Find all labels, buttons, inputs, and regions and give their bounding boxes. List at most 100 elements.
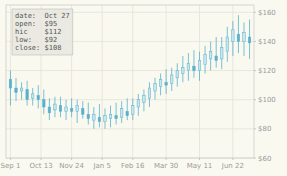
candle-body [48, 107, 51, 113]
candle-body [193, 66, 196, 70]
candle-body [109, 114, 112, 118]
candle-wick [243, 22, 244, 56]
candle-body [182, 68, 185, 74]
tick-mark [71, 158, 72, 160]
candle-wick [177, 63, 178, 86]
candle-body [198, 60, 201, 70]
y-tick-label: $160 [258, 9, 276, 17]
candle-body [54, 104, 57, 110]
y-tick-label: $60 [258, 155, 271, 163]
candle-body [232, 30, 235, 42]
grid-line [132, 5, 133, 158]
candle-wick [171, 68, 172, 91]
candle-body [159, 79, 162, 86]
candle-body [98, 117, 101, 121]
candle-wick [60, 97, 61, 117]
candle-wick [127, 98, 128, 120]
tooltip-line: close: $108 [15, 44, 61, 52]
tick-mark [10, 158, 11, 160]
candle-wick [32, 88, 33, 105]
tick-mark [254, 70, 256, 71]
candle-wick [249, 20, 250, 59]
candle-body [154, 84, 157, 91]
candle-body [215, 56, 218, 60]
candle-body [9, 79, 12, 88]
x-tick-label: Sep 1 [1, 162, 21, 170]
candle-body [187, 63, 190, 70]
candle-wick [82, 101, 83, 118]
candle-wick [121, 101, 122, 123]
candle-wick [21, 82, 22, 99]
candle-body [15, 88, 18, 92]
candle-wick [132, 98, 133, 120]
candle-wick [182, 56, 183, 82]
candles [9, 15, 251, 129]
tooltip: date: Oct 27open: $95hic $112low: $92clo… [12, 9, 73, 55]
candle-wick [38, 85, 39, 108]
x-tick-label: Mar 30 [154, 162, 178, 170]
candle-wick [238, 15, 239, 53]
tick-mark [254, 12, 256, 13]
candle-body [126, 111, 129, 115]
grid [6, 5, 254, 158]
x-tick-label: Jan 5 [92, 162, 110, 170]
tooltip-line: open: $95 [15, 20, 57, 28]
grid-line [199, 5, 200, 158]
tooltip-line: low: $92 [15, 36, 57, 44]
tick-mark [254, 158, 256, 159]
candle-body [132, 106, 135, 115]
tick-mark [199, 158, 200, 160]
plot-frame [6, 5, 254, 158]
x-tick-label: Jun 22 [221, 162, 244, 170]
candle-body [115, 116, 118, 119]
x-tick-label: Nov 24 [59, 162, 84, 170]
candle-wick [27, 81, 28, 106]
candle-body [143, 95, 146, 102]
x-tick-label: Oct 13 [29, 162, 52, 170]
candle-wick [88, 103, 89, 125]
grid-line [6, 70, 254, 71]
tick-mark [102, 158, 103, 160]
candle-wick [143, 90, 144, 112]
candle-wick [221, 37, 222, 69]
grid-line [6, 128, 254, 129]
chart: $60$80$100$120$140$160Sep 1Oct 13Nov 24J… [0, 0, 287, 176]
candle-body [26, 90, 29, 100]
candle-wick [54, 97, 55, 117]
candle-body [176, 71, 179, 78]
candle-wick [77, 100, 78, 123]
candle-wick [160, 73, 161, 95]
x-tick-label: May 11 [187, 162, 213, 170]
tick-mark [132, 158, 133, 160]
candle-wick [232, 21, 233, 56]
candle-wick [104, 108, 105, 128]
candle-wick [99, 104, 100, 127]
candle-wick [166, 69, 167, 94]
candle-body [243, 33, 246, 42]
candle-body [20, 88, 23, 91]
grid-line [166, 5, 167, 158]
y-tick-label: $120 [258, 67, 276, 75]
grid-line [102, 5, 103, 158]
candle-body [37, 95, 40, 99]
tooltip-line: date: Oct 27 [15, 12, 70, 20]
candle-body [170, 75, 173, 84]
candle-wick [138, 94, 139, 116]
candle-body [226, 37, 229, 52]
candle-wick [199, 52, 200, 81]
tooltip-box [12, 9, 73, 55]
candle-body [93, 114, 96, 120]
candle-wick [193, 50, 194, 78]
y-tick-label: $140 [258, 38, 276, 46]
tick-mark [41, 158, 42, 160]
candle-wick [210, 41, 211, 70]
candle-body [104, 116, 107, 122]
candle-wick [49, 98, 50, 120]
candle-body [209, 52, 212, 59]
candle-wick [10, 71, 11, 106]
candle-wick [66, 100, 67, 120]
tick-mark [254, 41, 256, 42]
candle-wick [227, 27, 228, 62]
candle-body [81, 108, 84, 114]
y-tick-label: $80 [258, 125, 271, 133]
